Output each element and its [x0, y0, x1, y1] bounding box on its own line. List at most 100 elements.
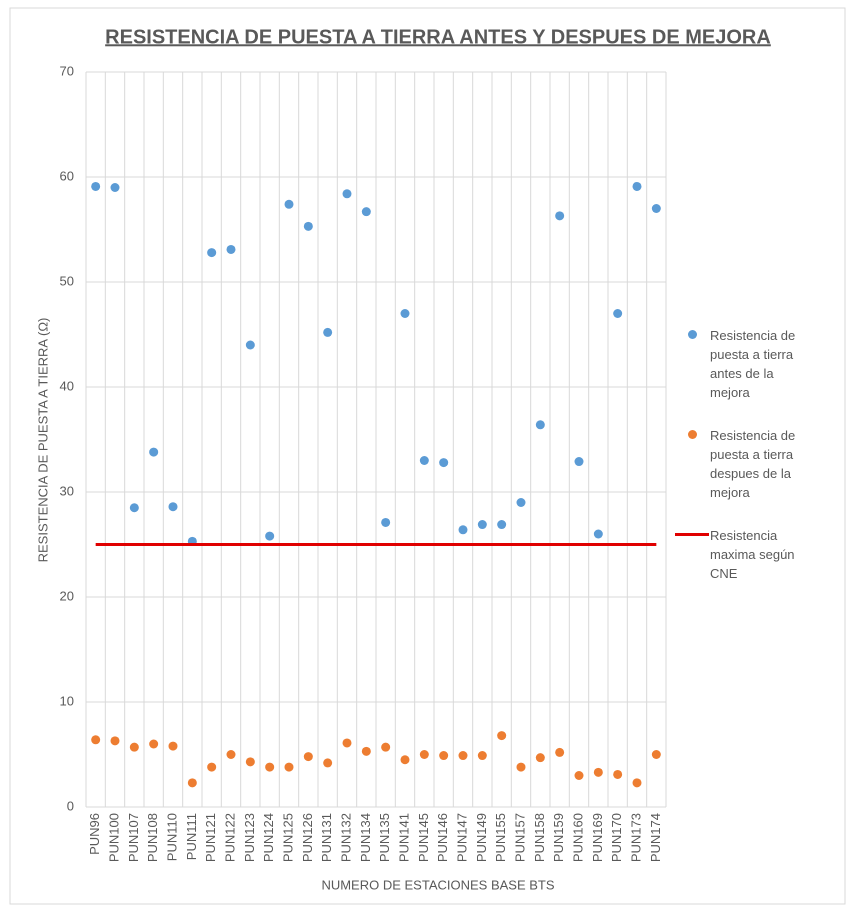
data-point: [323, 327, 333, 337]
x-tick-label: PUN159: [551, 813, 566, 862]
data-point: [149, 447, 159, 457]
data-point: [651, 204, 661, 213]
x-tick-label: PUN121: [203, 813, 218, 862]
x-axis-label: NUMERO DE ESTACIONES BASE BTS: [321, 877, 554, 892]
data-point: [284, 199, 294, 209]
data-point: [91, 181, 101, 191]
x-tick-label: PUN155: [493, 813, 508, 862]
data-point: [323, 758, 333, 768]
data-point: [226, 244, 236, 254]
data-point: [361, 207, 371, 217]
y-tick-label: 50: [60, 273, 74, 288]
data-point: [168, 741, 178, 751]
x-tick-label: PUN100: [106, 813, 121, 862]
legend-entry: Resistencia maxima según CNE: [674, 526, 844, 583]
data-point: [342, 738, 352, 748]
y-tick-label: 30: [60, 483, 74, 498]
data-point: [497, 520, 507, 530]
data-point: [419, 750, 429, 759]
data-point: [593, 529, 603, 539]
x-tick-label: PUN147: [454, 813, 469, 862]
y-tick-label: 40: [60, 378, 74, 393]
chart-border: [9, 7, 846, 905]
data-point: [458, 525, 468, 535]
y-tick-label: 20: [60, 588, 74, 603]
x-tick-label: PUN170: [609, 813, 624, 862]
legend-label: Resistencia de puesta a tierra despues d…: [710, 428, 796, 500]
data-point: [342, 189, 352, 199]
x-tick-label: PUN125: [280, 813, 295, 862]
x-tick-label: PUN126: [300, 813, 315, 862]
data-point: [207, 762, 217, 772]
x-tick-label: PUN169: [590, 813, 605, 862]
legend-swatch: [674, 326, 710, 342]
data-point: [632, 778, 642, 788]
x-tick-label: PUN135: [377, 813, 392, 862]
legend-swatch: [674, 526, 710, 542]
x-tick-label: PUN157: [512, 813, 527, 862]
data-point: [400, 309, 410, 318]
data-point: [613, 769, 623, 779]
x-tick-label: PUN131: [319, 813, 334, 862]
data-point: [613, 309, 623, 318]
data-point: [303, 752, 313, 762]
x-tick-label: PUN123: [242, 813, 257, 862]
data-point: [245, 340, 255, 350]
data-point: [477, 520, 487, 530]
x-tick-label: PUN134: [358, 813, 373, 862]
data-point: [265, 762, 275, 772]
x-tick-label: PUN145: [416, 813, 431, 862]
chart-title: RESISTENCIA DE PUESTA A TIERRA ANTES Y D…: [105, 26, 771, 48]
data-point: [593, 767, 603, 777]
y-tick-label: 0: [67, 798, 74, 813]
data-point: [245, 757, 255, 767]
data-point: [535, 753, 545, 763]
x-tick-label: PUN141: [396, 813, 411, 862]
data-point: [149, 739, 159, 749]
data-point: [516, 498, 526, 507]
x-tick-label: PUN96: [87, 813, 102, 855]
legend-label: Resistencia de puesta a tierra antes de …: [710, 328, 796, 400]
legend-entry: Resistencia de puesta a tierra antes de …: [674, 326, 844, 402]
x-tick-label: PUN122: [222, 813, 237, 862]
data-point: [110, 183, 120, 192]
data-point: [419, 456, 429, 465]
x-tick-label: PUN111: [184, 813, 199, 860]
data-point: [129, 742, 139, 752]
data-point: [516, 762, 526, 772]
data-point: [381, 742, 391, 752]
data-point: [439, 751, 449, 761]
x-tick-label: PUN107: [126, 813, 141, 862]
data-point: [439, 458, 449, 468]
y-tick-label: 70: [60, 63, 74, 78]
data-point: [497, 731, 507, 741]
data-point: [632, 181, 642, 191]
data-point: [535, 420, 545, 430]
x-tick-label: PUN160: [570, 813, 585, 862]
data-point: [129, 503, 139, 513]
data-point: [226, 750, 236, 759]
data-point: [400, 755, 410, 765]
data-point: [91, 735, 101, 745]
x-tick-label: PUN158: [532, 813, 547, 862]
legend-entry: Resistencia de puesta a tierra despues d…: [674, 426, 844, 502]
y-tick-label: 10: [60, 693, 74, 708]
data-point: [555, 211, 565, 221]
legend-label: Resistencia maxima según CNE: [710, 528, 795, 581]
data-point: [381, 517, 391, 527]
legend-swatch: [674, 426, 710, 442]
x-tick-label: PUN146: [435, 813, 450, 862]
data-point: [303, 221, 313, 231]
data-point: [651, 750, 661, 759]
x-tick-label: PUN110: [164, 813, 179, 861]
data-point: [555, 747, 565, 757]
x-tick-label: PUN132: [338, 813, 353, 862]
data-point: [361, 746, 371, 756]
x-tick-label: PUN124: [261, 813, 276, 862]
data-point: [110, 736, 120, 746]
y-axis-label: RESISTENCIA DE PUESTA A TIERRA (Ω): [35, 318, 50, 563]
x-tick-label: PUN149: [474, 813, 489, 862]
x-tick-label: PUN174: [648, 813, 663, 862]
